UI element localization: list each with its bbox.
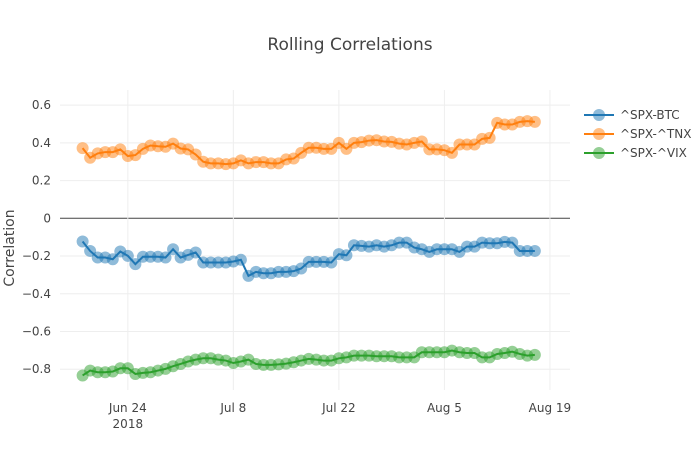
y-tick-label: −0.2	[22, 249, 51, 263]
series-line	[81, 240, 535, 278]
legend-item[interactable]: ^SPX-BTC	[584, 108, 680, 122]
x-tick-label: Aug 5	[427, 401, 462, 415]
y-tick-label: 0	[43, 211, 51, 225]
legend-label: ^SPX-^TNX	[620, 127, 691, 141]
x-axis-ticks: Jun 24 2018 Jul 8 Jul 22 Aug 5 Aug 19	[108, 401, 571, 431]
legend[interactable]: ^SPX-BTC ^SPX-^TNX ^SPX-^VIX	[584, 108, 691, 160]
y-tick-label: −0.8	[22, 362, 51, 376]
x-tick-label: Jun 24	[108, 401, 147, 415]
chart-title: Rolling Correlations	[267, 35, 432, 55]
series-1	[76, 115, 541, 171]
legend-marker	[593, 109, 605, 121]
y-tick-label: −0.6	[22, 325, 51, 339]
series-layer	[76, 115, 541, 382]
legend-label: ^SPX-^VIX	[620, 146, 687, 160]
series-2	[76, 344, 541, 382]
y-tick-label: 0.6	[32, 98, 51, 112]
series-line	[81, 120, 535, 166]
legend-marker	[593, 128, 605, 140]
y-tick-label: 0.2	[32, 174, 51, 188]
legend-item[interactable]: ^SPX-^TNX	[584, 127, 691, 141]
y-tick-label: 0.4	[32, 136, 51, 150]
x-tick-label: Jul 8	[219, 401, 246, 415]
legend-item[interactable]: ^SPX-^VIX	[584, 146, 687, 160]
y-axis-ticks: 0.6 0.4 0.2 0 −0.2 −0.4 −0.6 −0.8	[22, 98, 51, 376]
x-tick-year-label: 2018	[113, 417, 144, 431]
x-tick-label: Aug 19	[529, 401, 572, 415]
y-tick-label: −0.4	[22, 287, 51, 301]
legend-marker	[593, 147, 605, 159]
x-tick-label: Jul 22	[321, 401, 356, 415]
legend-label: ^SPX-BTC	[620, 108, 680, 122]
series-0	[76, 235, 541, 282]
series-line	[82, 349, 535, 377]
y-axis-title: Correlation	[2, 209, 18, 286]
